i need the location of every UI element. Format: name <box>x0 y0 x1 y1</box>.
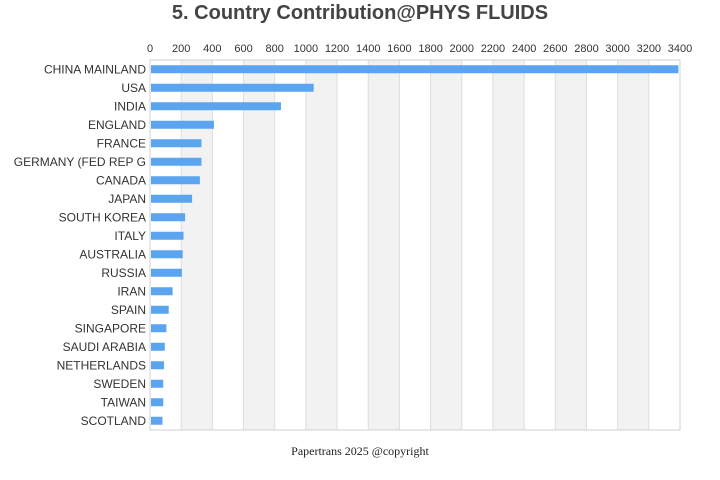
category-label: ENGLAND <box>88 118 146 132</box>
grid-band <box>617 60 649 430</box>
x-tick-label: 2600 <box>543 43 567 55</box>
grid-band <box>492 60 525 430</box>
x-tick-label: 600 <box>234 43 252 55</box>
bar <box>151 342 165 351</box>
bar <box>151 305 169 314</box>
x-tick-label: 0 <box>147 43 153 55</box>
category-label: GERMANY (FED REP G <box>14 155 146 169</box>
category-label: ITALY <box>114 229 146 243</box>
bar <box>151 194 193 203</box>
x-tick-label: 1000 <box>294 43 318 55</box>
bar <box>151 176 200 185</box>
category-label: RUSSIA <box>101 266 146 280</box>
grid-band <box>368 60 400 430</box>
x-tick-label: 2800 <box>574 43 598 55</box>
x-tick-label: 3000 <box>605 43 629 55</box>
category-label: CANADA <box>96 173 146 187</box>
bar <box>151 268 182 277</box>
x-tick-label: 1600 <box>387 43 411 55</box>
category-label: SWEDEN <box>93 377 146 391</box>
bar <box>151 213 186 222</box>
bar <box>151 324 167 333</box>
bar <box>151 361 165 370</box>
bar <box>151 416 163 425</box>
category-label: TAIWAN <box>101 395 146 409</box>
bar <box>151 120 214 129</box>
category-label: SOUTH KOREA <box>59 210 146 224</box>
category-label: JAPAN <box>108 192 146 206</box>
grid-band <box>243 60 275 430</box>
bar <box>151 231 184 240</box>
x-tick-label: 800 <box>266 43 284 55</box>
category-label: INDIA <box>114 99 146 113</box>
bar <box>151 139 202 148</box>
bar <box>151 83 314 92</box>
x-tick-label: 1400 <box>356 43 380 55</box>
category-label: NETHERLANDS <box>57 358 146 372</box>
x-tick-label: 3400 <box>668 43 692 55</box>
category-label: SPAIN <box>111 303 146 317</box>
bar <box>151 102 281 111</box>
bar <box>151 287 173 296</box>
chart-title: 5. Country Contribution@PHYS FLUIDS <box>171 2 549 24</box>
category-label: AUSTRALIA <box>79 247 146 261</box>
category-label: CHINA MAINLAND <box>44 62 146 76</box>
x-tick-label: 2400 <box>512 43 536 55</box>
category-label: IRAN <box>117 284 146 298</box>
x-tick-label: 2000 <box>450 43 474 55</box>
bar <box>151 157 202 166</box>
x-tick-label: 1200 <box>325 43 349 55</box>
copyright-footer: Papertrans 2025 @copyright <box>291 444 429 458</box>
category-label: USA <box>121 81 146 95</box>
x-tick-label: 3200 <box>637 43 661 55</box>
grid-band <box>305 60 338 430</box>
category-label: FRANCE <box>97 136 146 150</box>
x-tick-label: 1800 <box>418 43 442 55</box>
category-label: SCOTLAND <box>81 414 147 428</box>
bar <box>151 65 679 74</box>
category-label: SAUDI ARABIA <box>63 340 146 354</box>
x-tick-label: 2200 <box>481 43 505 55</box>
grid-band <box>181 60 213 430</box>
grid-band <box>555 60 587 430</box>
x-tick-label: 200 <box>172 43 190 55</box>
grid-band <box>430 60 462 430</box>
bar <box>151 379 164 388</box>
x-tick-label: 400 <box>203 43 221 55</box>
category-label: SINGAPORE <box>75 321 146 335</box>
plot-frame <box>149 59 681 431</box>
bar <box>151 398 164 407</box>
bar <box>151 250 183 259</box>
